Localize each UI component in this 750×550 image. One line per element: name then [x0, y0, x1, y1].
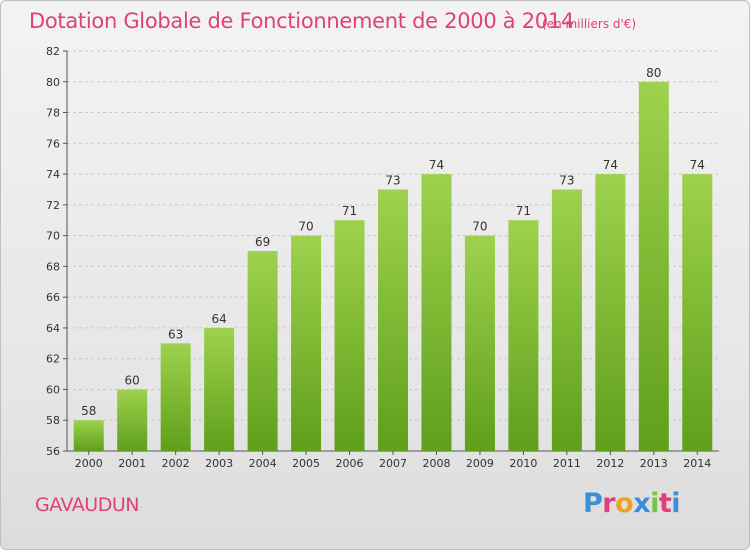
logo-letter: P: [583, 488, 603, 519]
x-tick-label: 2005: [292, 457, 320, 470]
y-tick-label: 78: [46, 107, 60, 120]
y-tick-label: 64: [46, 322, 60, 335]
logo-letter: i: [650, 488, 659, 519]
chart-title: Dotation Globale de Fonctionnement de 20…: [29, 9, 574, 33]
y-tick-label: 68: [46, 260, 60, 273]
x-tick-label: 2003: [205, 457, 233, 470]
x-tick-label: 2008: [422, 457, 450, 470]
bar: [160, 343, 191, 451]
data-label: 80: [646, 66, 661, 80]
axes: 56 58 60 62 64 66 68 70 72 74 76 78 80 82 2000 2001 2002…: [46, 45, 719, 470]
data-label: 74: [603, 158, 618, 172]
logo-letter: o: [615, 488, 634, 519]
bar: [595, 174, 626, 452]
x-tick-label: 2013: [640, 457, 668, 470]
data-label: 70: [298, 220, 313, 234]
data-label: 73: [559, 173, 574, 187]
y-tick-label: 62: [46, 353, 60, 366]
bar: [464, 235, 495, 451]
x-tick-label: 2007: [379, 457, 407, 470]
x-tick-label: 2014: [683, 457, 711, 470]
data-label: 69: [255, 235, 270, 249]
x-tick-label: 2012: [596, 457, 624, 470]
bar: [334, 220, 365, 451]
x-tick-label: 2010: [509, 457, 537, 470]
y-tick-label: 80: [46, 76, 60, 89]
logo-letter: x: [633, 488, 651, 519]
y-tick-label: 70: [46, 230, 60, 243]
bar: [204, 327, 235, 451]
data-label: 74: [690, 158, 705, 172]
data-label: 73: [385, 173, 400, 187]
bar: [247, 251, 278, 451]
logo-letter: r: [602, 488, 616, 519]
bar: [508, 220, 539, 451]
x-tick-label: 2004: [249, 457, 277, 470]
bar: [117, 389, 148, 451]
data-label: 71: [516, 204, 531, 218]
bar: [291, 235, 322, 451]
bar: [421, 174, 452, 452]
y-tick-label: 74: [46, 168, 60, 181]
y-tick-label: 60: [46, 383, 60, 396]
x-tick-label: 2002: [162, 457, 190, 470]
bar: [551, 189, 582, 451]
y-tick-label: 82: [46, 45, 60, 58]
bars: [73, 81, 713, 452]
data-label: 60: [125, 373, 140, 387]
logo-letter: i: [671, 488, 681, 519]
y-tick-label: 76: [46, 137, 60, 150]
y-tick-label: 58: [46, 414, 60, 427]
data-label: 70: [472, 220, 487, 234]
bar: [378, 189, 408, 451]
x-tick-label: 2011: [553, 457, 581, 470]
bar: [682, 174, 713, 452]
commune-name: GAVAUDUN: [35, 494, 139, 516]
y-tick-label: 56: [46, 445, 60, 458]
bar: [73, 420, 104, 451]
data-label: 74: [429, 158, 444, 172]
x-tick-label: 2006: [336, 457, 364, 470]
y-tick-label: 72: [46, 199, 60, 212]
data-label: 71: [342, 204, 357, 218]
data-label: 64: [211, 312, 226, 326]
data-label: 63: [168, 327, 183, 341]
proxiti-logo[interactable]: Proxiti: [583, 488, 681, 519]
bar: [638, 81, 669, 452]
x-tick-label: 2009: [466, 457, 494, 470]
data-label: 58: [81, 404, 96, 418]
chart-subtitle: (en milliers d'€): [542, 17, 637, 31]
x-tick-label: 2001: [118, 457, 146, 470]
y-tick-label: 66: [46, 291, 60, 304]
logo-letter: t: [658, 488, 672, 519]
x-tick-label: 2000: [75, 457, 103, 470]
data-labels: 58 60 63 64 69 70 71 73 74 70 71 73 74 80 74: [81, 66, 705, 418]
